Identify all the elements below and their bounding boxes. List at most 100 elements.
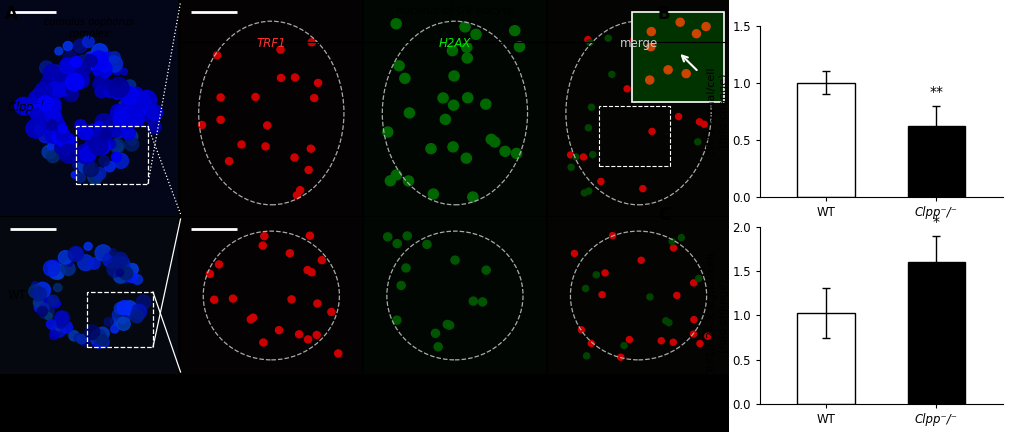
Circle shape — [690, 280, 696, 286]
Circle shape — [261, 232, 268, 240]
Circle shape — [90, 330, 105, 345]
Circle shape — [76, 55, 90, 69]
Circle shape — [113, 105, 128, 121]
Circle shape — [54, 283, 62, 292]
Circle shape — [327, 308, 334, 315]
Bar — [547, 217, 729, 374]
Circle shape — [47, 150, 59, 162]
Circle shape — [120, 82, 129, 91]
Circle shape — [291, 74, 299, 81]
Circle shape — [43, 65, 61, 83]
Circle shape — [489, 137, 499, 147]
Circle shape — [61, 66, 81, 86]
Circle shape — [42, 98, 61, 116]
Circle shape — [53, 141, 63, 150]
Circle shape — [126, 272, 137, 283]
Circle shape — [645, 76, 653, 84]
Y-axis label: TRF1 signal/cell
(fold change): TRF1 signal/cell (fold change) — [706, 67, 729, 155]
Circle shape — [63, 67, 82, 86]
Circle shape — [588, 104, 594, 110]
Circle shape — [593, 272, 599, 278]
Circle shape — [65, 73, 84, 91]
Circle shape — [681, 88, 687, 94]
Circle shape — [56, 272, 63, 279]
Circle shape — [49, 268, 58, 277]
Circle shape — [84, 242, 92, 250]
Circle shape — [314, 300, 321, 307]
Circle shape — [690, 331, 696, 337]
Circle shape — [510, 25, 520, 35]
Circle shape — [39, 303, 54, 319]
Circle shape — [682, 70, 690, 78]
Circle shape — [650, 87, 656, 93]
Circle shape — [250, 314, 257, 321]
Circle shape — [29, 285, 42, 298]
Circle shape — [109, 125, 121, 137]
Circle shape — [123, 93, 137, 107]
Circle shape — [462, 42, 472, 52]
Circle shape — [48, 80, 55, 86]
Circle shape — [117, 110, 126, 119]
Circle shape — [72, 159, 83, 169]
Circle shape — [70, 71, 89, 89]
Circle shape — [85, 136, 105, 155]
Circle shape — [95, 114, 112, 130]
Circle shape — [55, 47, 63, 55]
Circle shape — [313, 331, 320, 338]
Circle shape — [95, 125, 112, 143]
Circle shape — [56, 128, 70, 142]
Circle shape — [112, 142, 122, 152]
Circle shape — [40, 303, 49, 312]
Circle shape — [118, 101, 126, 109]
Circle shape — [110, 105, 125, 119]
Circle shape — [55, 80, 72, 96]
Bar — [797, 313, 854, 404]
Circle shape — [132, 275, 143, 284]
Circle shape — [463, 93, 473, 103]
Circle shape — [65, 59, 81, 74]
Bar — [364, 217, 545, 374]
Circle shape — [93, 168, 106, 180]
Circle shape — [50, 117, 64, 130]
Circle shape — [52, 131, 67, 146]
Circle shape — [25, 119, 45, 138]
Circle shape — [657, 338, 663, 344]
Circle shape — [41, 294, 51, 304]
Circle shape — [318, 257, 325, 264]
Circle shape — [108, 78, 128, 98]
Circle shape — [663, 66, 672, 74]
Circle shape — [42, 145, 56, 159]
Circle shape — [514, 41, 524, 52]
Circle shape — [48, 261, 57, 270]
Circle shape — [119, 108, 131, 120]
Circle shape — [428, 189, 438, 199]
Circle shape — [482, 266, 490, 274]
Circle shape — [47, 144, 54, 150]
Circle shape — [125, 107, 136, 118]
Circle shape — [598, 292, 604, 298]
Circle shape — [206, 270, 213, 277]
Circle shape — [51, 108, 57, 114]
Circle shape — [66, 80, 75, 89]
Circle shape — [59, 144, 78, 163]
Circle shape — [93, 137, 110, 155]
Circle shape — [604, 35, 610, 41]
Circle shape — [646, 43, 654, 51]
Circle shape — [92, 44, 108, 60]
Circle shape — [144, 106, 158, 120]
Circle shape — [102, 52, 116, 66]
Circle shape — [45, 313, 52, 320]
Circle shape — [58, 69, 77, 89]
Circle shape — [95, 76, 103, 84]
Circle shape — [89, 137, 108, 155]
Circle shape — [73, 39, 87, 53]
Circle shape — [95, 245, 111, 261]
Circle shape — [89, 62, 97, 70]
Circle shape — [59, 130, 69, 139]
Circle shape — [130, 104, 145, 118]
Circle shape — [311, 95, 318, 102]
Circle shape — [40, 61, 53, 75]
Circle shape — [109, 52, 120, 63]
Circle shape — [677, 46, 683, 52]
Circle shape — [101, 63, 110, 72]
